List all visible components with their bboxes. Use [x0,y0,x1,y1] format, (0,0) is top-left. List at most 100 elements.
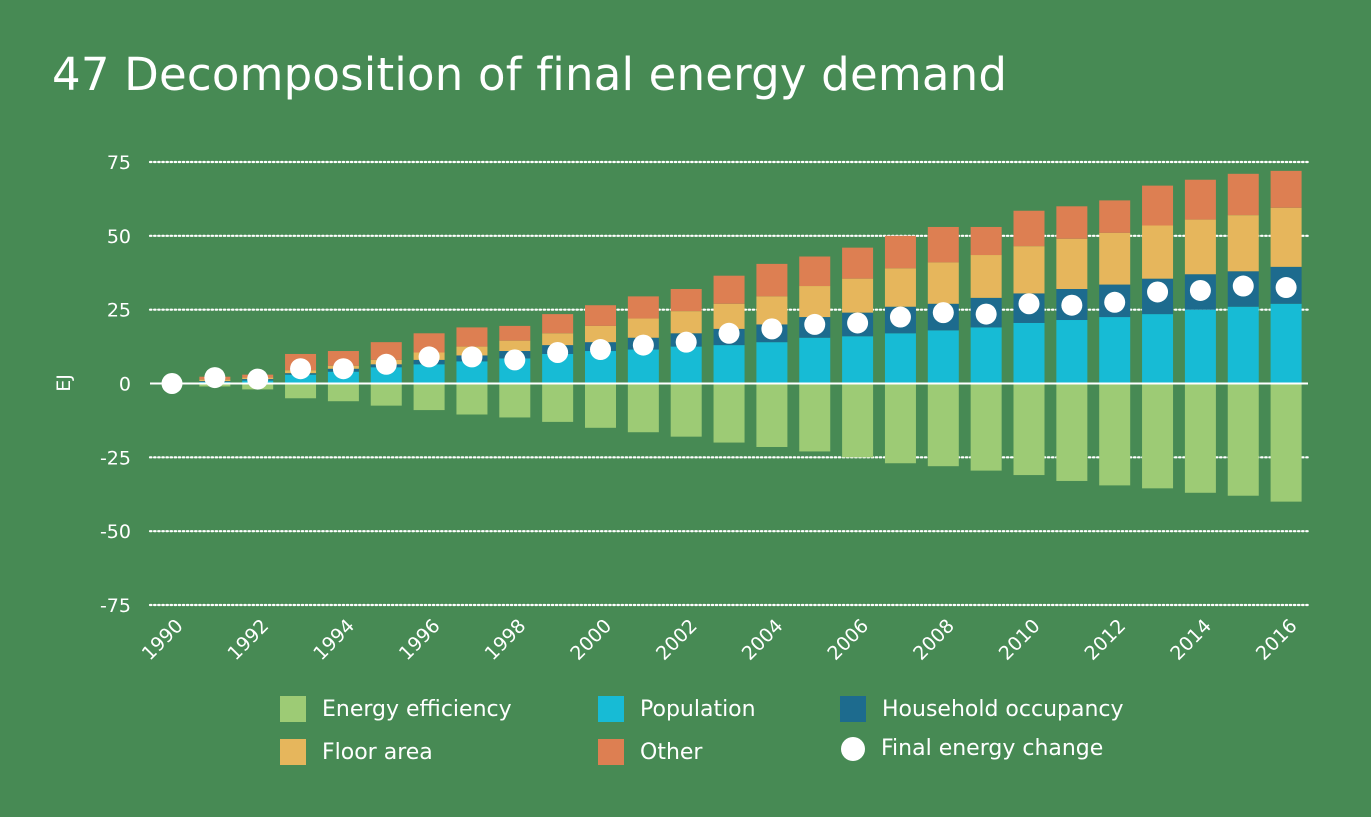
bar-floor-area [842,278,874,313]
bar-energy-efficiency [1227,383,1259,496]
bar-population [670,346,702,384]
bar-other [842,247,874,279]
legend-item-population: Population [598,696,756,722]
bar-energy-efficiency [1056,383,1088,481]
bar-floor-area [1013,246,1045,294]
point-final-energy-change [504,349,526,371]
legend-label: Final energy change [881,736,1104,761]
bar-floor-area [970,255,1002,298]
bar-other [756,263,788,297]
bar-floor-area [1056,238,1088,289]
bar-other [1184,179,1216,220]
legend-item-energy-efficiency: Energy efficiency [280,696,512,722]
bar-floor-area [799,286,831,318]
bar-energy-efficiency [370,383,402,406]
x-tick-label: 2000 [566,615,616,665]
legend-swatch-other [598,739,624,765]
bar-energy-efficiency [1142,383,1174,489]
legend-dot-final-energy-change [841,736,865,761]
legend-swatch-population [598,696,624,722]
point-final-energy-change [247,368,269,390]
bar-energy-efficiency [285,383,317,399]
x-tick-label: 2016 [1252,615,1302,665]
point-final-energy-change [804,313,826,335]
x-tick-label: 1992 [223,615,273,665]
bar-energy-efficiency [1099,383,1131,486]
bar-other [799,256,831,287]
point-final-energy-change [1104,291,1126,313]
bar-population [713,345,745,384]
point-final-energy-change [675,331,697,353]
bar-energy-efficiency [1013,383,1045,476]
point-final-energy-change [547,341,569,363]
bar-population [927,330,959,384]
point-final-energy-change [375,353,397,375]
y-axis-label: EJ [53,374,75,392]
point-final-energy-change [632,334,654,356]
bar-population [1227,306,1259,384]
point-final-energy-change [1275,277,1297,299]
bar-floor-area [1099,232,1131,285]
y-tick-label: 25 [107,300,131,322]
bar-floor-area [542,333,574,346]
point-final-energy-change [975,303,997,325]
bar-other [1227,173,1259,216]
bar-other [970,226,1002,256]
bar-floor-area [1270,207,1302,267]
bar-floor-area [1227,215,1259,272]
bar-energy-efficiency [756,383,788,447]
final-energy-points [161,275,1297,394]
bar-population [1013,322,1045,384]
point-final-energy-change [332,358,354,380]
bar-floor-area [1184,219,1216,275]
bar-energy-efficiency [413,383,445,411]
bar-energy-efficiency [799,383,831,452]
bar-floor-area [627,318,659,338]
legend-label: Population [640,696,756,722]
bar-other [413,333,445,353]
bar-energy-efficiency [499,383,531,418]
bar-other [1013,210,1045,247]
legend-item-final-energy-change: Final energy change [840,736,1103,761]
point-final-energy-change [1147,281,1169,303]
bar-other [1270,170,1302,208]
x-tick-label: 1990 [138,615,188,665]
x-tick-label: 2014 [1166,615,1216,665]
legend-label: Energy efficiency [322,696,512,722]
bar-other [499,325,531,341]
bar-population [842,336,874,384]
point-final-energy-change [290,358,312,380]
x-tick-label: 2004 [738,615,788,665]
bar-energy-efficiency [970,383,1002,471]
y-tick-label: 75 [107,152,131,174]
point-final-energy-change [718,322,740,344]
bar-floor-area [1142,225,1174,279]
bar-population [1184,309,1216,384]
bar-floor-area [927,262,959,304]
legend-item-other: Other [598,739,702,765]
bar-energy-efficiency [713,383,745,443]
bar-population [1099,317,1131,384]
point-final-energy-change [1232,275,1254,297]
bar-population [799,337,831,384]
bar-energy-efficiency [585,383,616,428]
x-tick-label: 2002 [652,615,702,665]
legend-item-household-occupancy: Household occupancy [840,696,1124,722]
y-tick-label: 0 [119,374,131,396]
point-final-energy-change [761,318,783,340]
x-tick-label: 1994 [309,615,359,665]
x-tick-label: 1998 [481,615,531,665]
point-final-energy-change [1018,293,1040,315]
bar-population [756,342,788,384]
legend-label: Floor area [322,739,433,765]
legend-item-floor-area: Floor area [280,739,433,765]
point-final-energy-change [889,306,911,328]
bar-population [456,361,488,384]
bar-energy-efficiency [1270,383,1302,502]
x-axis-ticks: 1990 1992 1994 1996 1998 2000 2002 2004 2006 2008… [138,615,1302,665]
legend-swatch-floor-area [280,739,306,765]
x-tick-label: 2006 [823,615,873,665]
bar-energy-efficiency [670,383,702,437]
x-tick-label: 2010 [995,615,1045,665]
